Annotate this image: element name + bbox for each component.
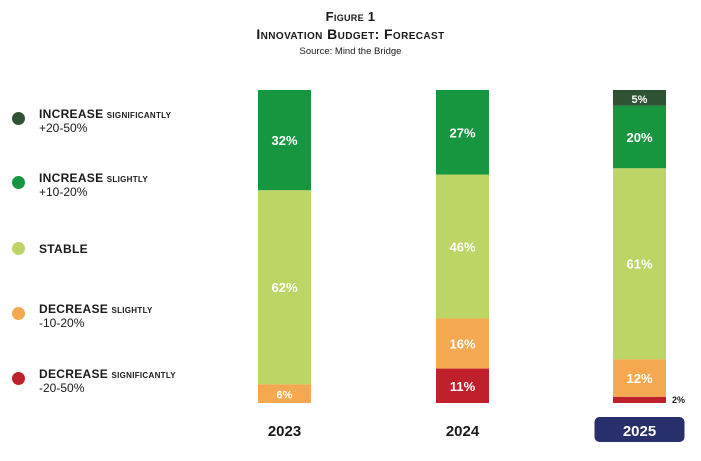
legend-range: +20-50% (39, 121, 88, 135)
data-label-increase-slightly-2024: 27% (449, 125, 475, 140)
legend-title: INCREASE (39, 171, 104, 185)
x-tick-label-2025: 2025 (623, 423, 656, 440)
bar-segment-decrease-significantly-2024 (436, 368, 489, 403)
data-label-decrease-slightly-2025: 12% (626, 371, 652, 386)
data-label-decrease-significantly-2024: 11% (450, 379, 476, 394)
legend-qualifier: slightly (106, 171, 148, 185)
data-label-stable-2023: 62% (271, 280, 297, 295)
chart-source: Source: Mind the Bridge (299, 46, 402, 57)
legend-qualifier: significantly (106, 107, 172, 121)
legend-qualifier: slightly (111, 302, 153, 316)
data-label-decrease-slightly-2023: 6% (277, 390, 293, 402)
bar-segment-increase-significantly-2025 (613, 90, 666, 106)
bar-segment-stable-2024 (436, 174, 489, 319)
legend-swatch-decrease-significantly (12, 372, 25, 385)
legend-swatch-increase-slightly (12, 176, 25, 189)
data-label-stable-2025: 61% (626, 257, 652, 272)
legend-range: -20-50% (39, 381, 85, 395)
legend-range: +10-20% (39, 185, 88, 199)
bar-segment-decrease-slightly-2024 (436, 318, 489, 369)
highlight-pill-2025 (594, 417, 685, 442)
bar-segment-decrease-slightly-2023 (258, 384, 311, 403)
legend-title: DECREASE (39, 367, 109, 381)
data-label-stable-2024: 46% (449, 240, 475, 255)
figure-label: Figure 1 (325, 9, 376, 24)
chart-title: Innovation Budget: Forecast (256, 26, 445, 42)
bar-segment-decrease-slightly-2025 (613, 359, 666, 397)
legend-title: STABLE (39, 242, 88, 256)
data-label-decrease-significantly-2025: 2% (672, 395, 685, 405)
legend-qualifier: significantly (111, 367, 176, 381)
bar-segment-decrease-significantly-2025 (613, 396, 666, 403)
data-label-increase-significantly-2025: 5% (632, 94, 648, 106)
data-label-decrease-slightly-2024: 16% (449, 337, 475, 352)
bar-segment-increase-slightly-2025 (613, 105, 666, 169)
legend-title: DECREASE (39, 302, 109, 316)
legend-range: -10-20% (39, 316, 85, 330)
x-tick-label-2024: 2024 (446, 423, 480, 440)
bar-segment-stable-2023 (258, 190, 311, 385)
bar-segment-increase-slightly-2024 (436, 90, 489, 175)
data-label-increase-slightly-2023: 32% (271, 133, 297, 148)
bar-segment-increase-slightly-2023 (258, 90, 311, 191)
x-tick-label-2023: 2023 (268, 423, 301, 440)
legend-swatch-decrease-slightly (12, 307, 25, 320)
bar-segment-stable-2025 (613, 168, 666, 360)
data-label-increase-slightly-2025: 20% (626, 130, 652, 145)
legend-swatch-stable (12, 242, 25, 255)
legend-swatch-increase-significantly (12, 112, 25, 125)
legend-title: INCREASE (39, 107, 104, 121)
